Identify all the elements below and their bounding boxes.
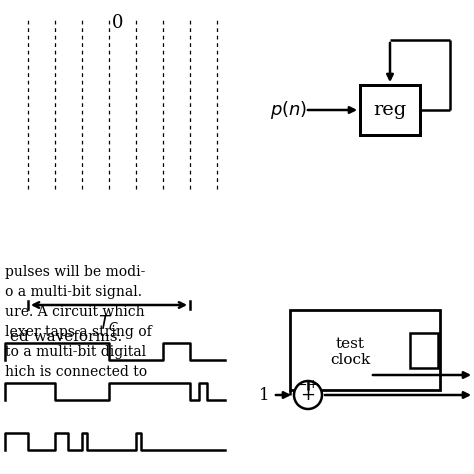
Text: test
clock: test clock: [330, 337, 370, 367]
Bar: [360, 85, 420, 135]
Circle shape: [294, 381, 322, 409]
Text: ure. A circuit which: ure. A circuit which: [5, 305, 145, 319]
Text: to a multi-bit digital: to a multi-bit digital: [5, 345, 146, 359]
Text: o a multi-bit signal.: o a multi-bit signal.: [5, 285, 142, 299]
Bar: [410, 332, 438, 367]
Text: $T_C$: $T_C$: [98, 313, 120, 333]
Text: 1: 1: [259, 386, 270, 403]
Text: $+$: $+$: [307, 378, 318, 391]
Text: $p(n)$: $p(n)$: [270, 99, 307, 121]
Text: pulses will be modi-: pulses will be modi-: [5, 265, 146, 279]
Text: 0: 0: [112, 14, 124, 32]
Text: $+$: $+$: [301, 386, 316, 404]
Text: reg: reg: [374, 101, 407, 119]
Bar: [290, 310, 440, 390]
Text: $-$: $-$: [296, 378, 307, 391]
Text: ed waveforms.: ed waveforms.: [10, 330, 122, 344]
Text: lexer taps a string of: lexer taps a string of: [5, 325, 152, 339]
Text: hich is connected to: hich is connected to: [5, 365, 147, 379]
